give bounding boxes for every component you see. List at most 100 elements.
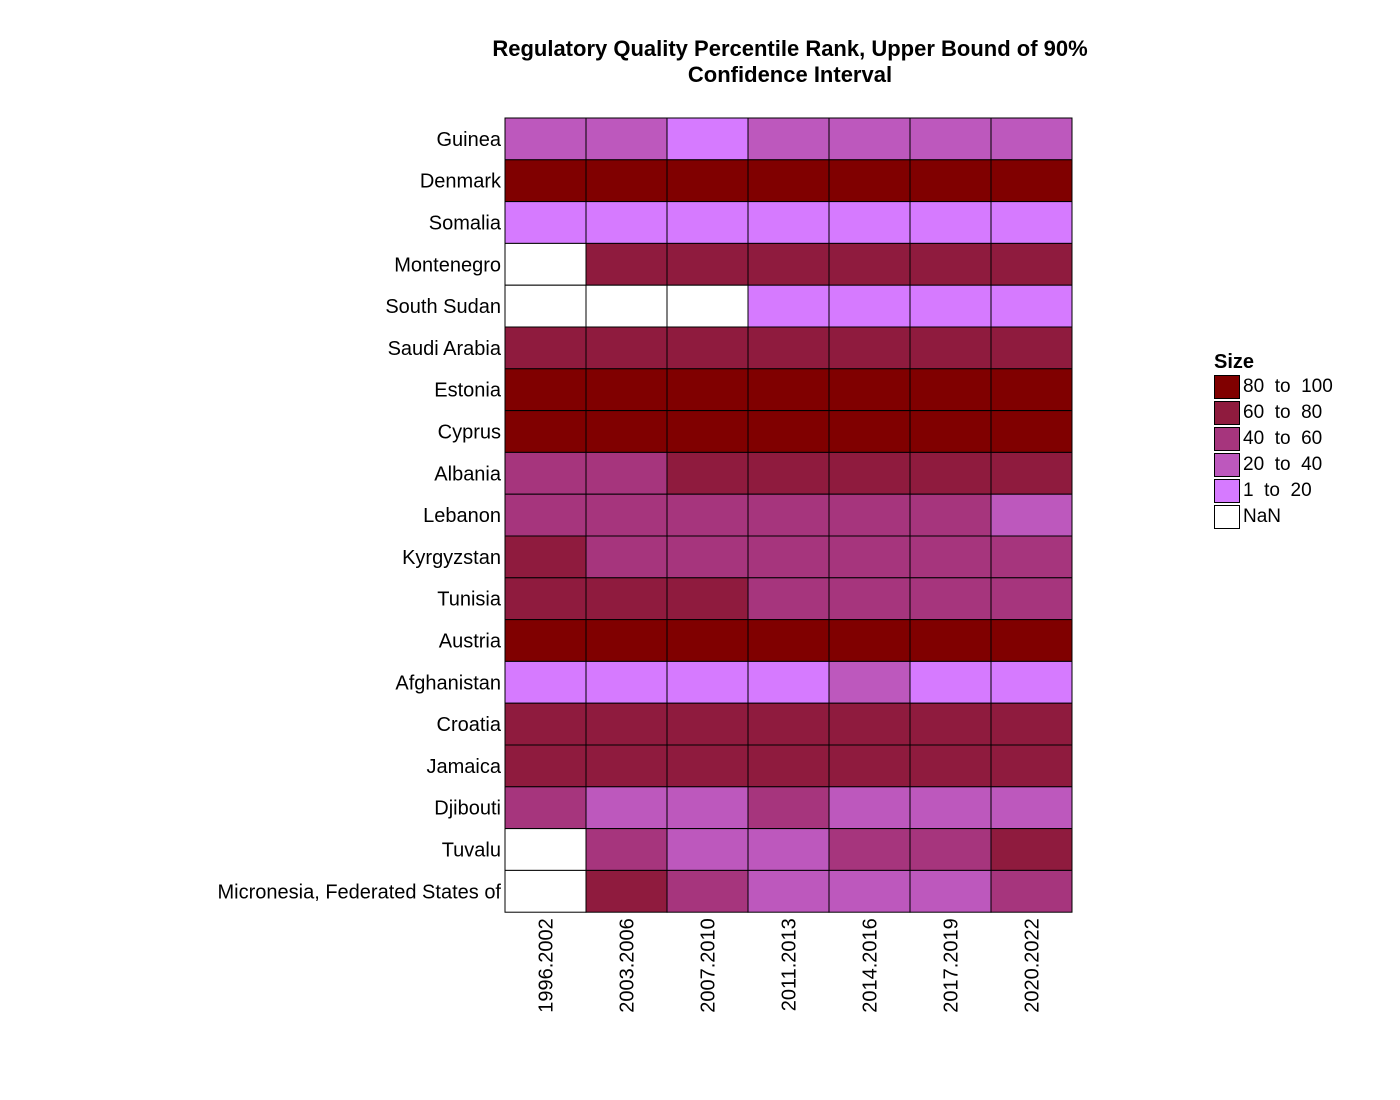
legend-items: 80 to 100 60 to 80 40 to 60 20 to 40 1 to 20… — [1214, 374, 1333, 530]
heatmap-cell — [747, 159, 830, 203]
heatmap-cell — [585, 159, 668, 203]
heatmap-cell — [828, 117, 911, 161]
heatmap-cell — [504, 201, 587, 244]
heatmap-cell — [504, 619, 587, 662]
heatmap-cell — [828, 242, 911, 286]
legend-swatch — [1214, 453, 1240, 477]
legend-label: 1 to 20 — [1243, 480, 1312, 501]
y-tick-label: Croatia — [437, 714, 502, 736]
y-tick-label: Tunisia — [437, 589, 502, 611]
y-tick-label: Micronesia, Federated States of — [218, 881, 502, 903]
heatmap-cell — [504, 117, 587, 161]
heatmap-cell — [747, 619, 830, 662]
heatmap-cell — [909, 242, 992, 286]
heatmap-cell — [828, 159, 911, 203]
heatmap-cell — [747, 410, 830, 453]
legend-swatch — [1214, 401, 1240, 425]
legend-label: 20 to 40 — [1243, 454, 1323, 475]
heatmap-cell — [909, 828, 992, 871]
heatmap-cell — [828, 535, 911, 579]
heatmap-cell — [666, 201, 749, 244]
legend-item: 1 to 20 — [1214, 478, 1333, 504]
heatmap-cell — [666, 242, 749, 286]
y-tick-label: Guinea — [437, 129, 502, 151]
heatmap-cell — [909, 410, 992, 453]
heatmap-cell — [909, 284, 992, 328]
heatmap-cell — [990, 828, 1073, 871]
heatmap-cell — [990, 493, 1073, 537]
legend-swatch — [1214, 375, 1240, 399]
heatmap-cell — [585, 242, 668, 286]
heatmap-cell — [585, 744, 668, 788]
chart-title: Regulatory Quality Percentile Rank, Uppe… — [400, 36, 1180, 88]
heatmap-cell — [504, 451, 587, 495]
heatmap-cell — [990, 159, 1073, 203]
x-tick-label: 2017.2019 — [941, 918, 963, 1013]
heatmap-cell — [828, 786, 911, 830]
heatmap-cell — [990, 702, 1073, 746]
x-tick-label: 2014.2016 — [860, 918, 882, 1013]
heatmap-cell — [909, 451, 992, 495]
heatmap-cell — [585, 577, 668, 621]
chart-title-line-1: Regulatory Quality Percentile Rank, Uppe… — [492, 36, 1088, 61]
heatmap-cell — [585, 451, 668, 495]
legend-label: 80 to 100 — [1243, 376, 1333, 397]
heatmap-cell — [666, 744, 749, 788]
heatmap-cell — [585, 368, 668, 412]
heatmap-cell — [504, 535, 587, 579]
y-tick-label: Cyprus — [438, 422, 501, 444]
heatmap-cell — [504, 159, 587, 203]
heatmap-cell — [828, 493, 911, 537]
heatmap-cell — [990, 660, 1073, 704]
heatmap-cell — [585, 619, 668, 662]
heatmap-cell — [585, 786, 668, 830]
heatmap-cell — [747, 493, 830, 537]
heatmap-cell — [666, 786, 749, 830]
x-tick-label: 2020.2022 — [1022, 918, 1044, 1013]
heatmap-cell — [585, 326, 668, 370]
heatmap-cell — [747, 451, 830, 495]
heatmap-cell — [909, 577, 992, 621]
heatmap-cell — [828, 368, 911, 412]
heatmap-cell — [585, 535, 668, 579]
x-tick-label: 2007.2010 — [698, 918, 720, 1013]
y-tick-label: Jamaica — [427, 756, 502, 778]
heatmap-cell — [990, 242, 1073, 286]
heatmap-cell — [504, 493, 587, 537]
heatmap-cell — [504, 284, 587, 328]
heatmap-cell — [828, 410, 911, 453]
heatmap-cell — [909, 702, 992, 746]
heatmap-cell — [909, 744, 992, 788]
heatmap-cell — [747, 660, 830, 704]
heatmap-cell — [909, 535, 992, 579]
heatmap-cell — [504, 786, 587, 830]
heatmap-cell — [747, 702, 830, 746]
heatmap-cell — [828, 577, 911, 621]
heatmap-cell — [828, 201, 911, 244]
heatmap-cell — [666, 410, 749, 453]
legend-swatch — [1214, 479, 1240, 503]
heatmap-cell — [666, 284, 749, 328]
heatmap-cell — [585, 702, 668, 746]
heatmap-cell — [747, 368, 830, 412]
heatmap-cell — [909, 326, 992, 370]
heatmap-cell — [909, 786, 992, 830]
heatmap-cell — [828, 869, 911, 913]
heatmap-cell — [504, 828, 587, 871]
x-tick-label: 2003.2006 — [617, 918, 639, 1013]
y-tick-label: Albania — [434, 463, 502, 485]
heatmap-cell — [666, 326, 749, 370]
heatmap-cell — [828, 828, 911, 871]
heatmap-cell — [666, 368, 749, 412]
heatmap-cell — [828, 451, 911, 495]
heatmap-cell — [585, 201, 668, 244]
heatmap-cell — [585, 869, 668, 913]
heatmap-cell — [747, 201, 830, 244]
heatmap-cell — [666, 869, 749, 913]
heatmap-cell — [990, 869, 1073, 913]
heatmap-cell — [747, 242, 830, 286]
heatmap-cell — [504, 242, 587, 286]
heatmap-cell — [666, 159, 749, 203]
heatmap-cell — [747, 577, 830, 621]
legend-item: NaN — [1214, 504, 1333, 530]
